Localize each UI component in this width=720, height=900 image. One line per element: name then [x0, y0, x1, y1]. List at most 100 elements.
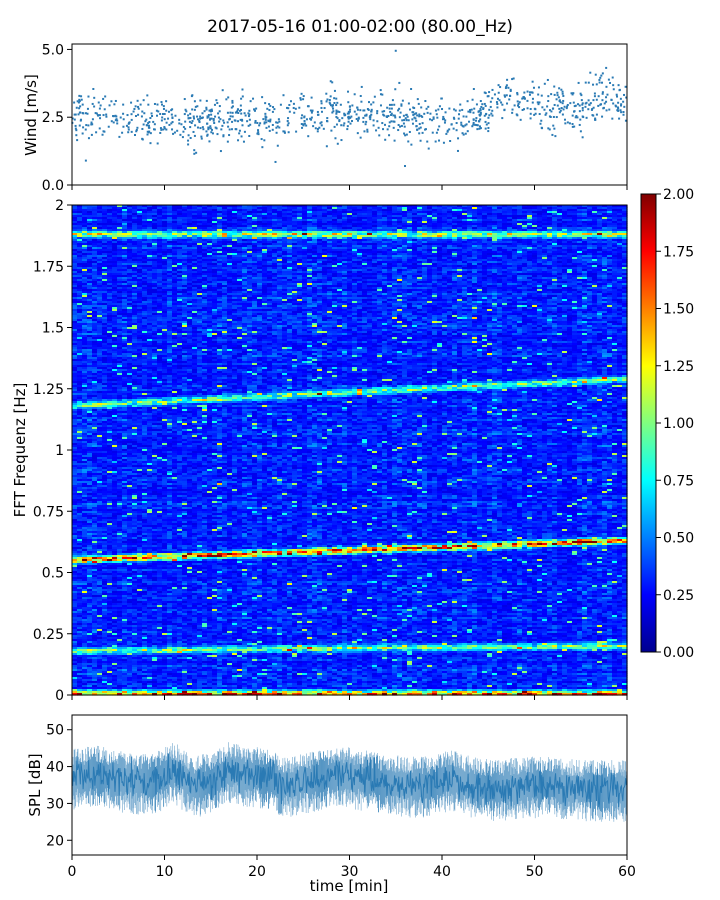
- spectrogram-cell: [517, 259, 523, 262]
- wind-point: [479, 127, 482, 130]
- spectrogram-cell: [552, 245, 558, 248]
- spectrogram-cell: [152, 255, 158, 258]
- spectrogram-cell: [332, 255, 338, 258]
- spectrogram-cell: [182, 211, 188, 214]
- wind-point: [472, 121, 475, 124]
- spectrogram-cell: [492, 239, 498, 242]
- wind-point: [259, 122, 262, 125]
- spectrogram-cell: [557, 211, 563, 214]
- spectrogram-cell: [172, 229, 178, 232]
- spectrogram-cell: [117, 255, 123, 258]
- spectrogram-cell: [417, 211, 423, 214]
- spectrogram-cell: [167, 257, 173, 260]
- spectrogram-cell: [357, 243, 363, 246]
- spectrogram-cell: [152, 225, 158, 228]
- spectrogram-cell: [342, 225, 348, 228]
- spectrogram-cell: [452, 233, 458, 236]
- wind-point: [347, 116, 350, 119]
- wind-point: [171, 121, 174, 124]
- wind-point: [127, 128, 130, 131]
- spectrogram-cell: [397, 263, 403, 266]
- wind-point: [578, 110, 581, 113]
- spectrogram-cell: [177, 229, 183, 232]
- spectrogram-cell: [517, 225, 523, 228]
- wind-point: [457, 117, 460, 120]
- spectrogram-cell: [192, 231, 198, 234]
- spectrogram-cell: [267, 215, 273, 218]
- wind-point: [483, 114, 486, 117]
- spectrogram-cell: [342, 263, 348, 266]
- spectrogram-cell: [387, 221, 393, 224]
- spectrogram-cell: [202, 235, 208, 238]
- wind-point: [189, 137, 192, 140]
- wind-point: [346, 125, 349, 128]
- spectrogram-cell: [367, 207, 373, 210]
- spectrogram-cell: [97, 251, 103, 254]
- spectrogram-cell: [372, 239, 378, 242]
- spectrogram-cell: [567, 227, 573, 230]
- spectrogram-cell: [217, 257, 223, 260]
- wind-point: [228, 128, 231, 131]
- spectrogram-cell: [192, 253, 198, 256]
- spectrogram-cell: [327, 245, 333, 248]
- spectrogram-cell: [287, 255, 293, 258]
- spectrogram-cell: [352, 245, 358, 248]
- spectrogram-cell: [552, 251, 558, 254]
- wind-point: [269, 118, 272, 121]
- spectrogram-cell: [497, 235, 503, 238]
- spectrogram-cell: [467, 213, 473, 216]
- spectrogram-cell: [97, 259, 103, 262]
- wind-point: [153, 128, 156, 131]
- spectrogram-cell: [302, 249, 308, 252]
- wind-point: [563, 105, 566, 108]
- spectrogram-cell: [587, 219, 593, 222]
- spectrogram-cell: [577, 229, 583, 232]
- spectrogram-cell: [337, 263, 343, 266]
- spectrogram-cell: [317, 243, 323, 246]
- spectrogram-cell: [122, 263, 128, 266]
- spectrogram-cell: [537, 211, 543, 214]
- wind-point: [132, 110, 135, 113]
- spectrogram-cell: [272, 227, 278, 230]
- wind-point: [146, 94, 149, 97]
- wind-point: [78, 100, 81, 103]
- spectrogram-cell: [532, 235, 538, 238]
- wind-point: [222, 119, 225, 122]
- spectrogram-cell: [242, 209, 248, 212]
- spectrogram-cell: [162, 217, 168, 220]
- spectrogram-cell: [472, 259, 478, 262]
- spectrogram-cell: [142, 221, 148, 224]
- spectrogram-cell: [252, 227, 258, 230]
- spectrogram-cell: [207, 227, 213, 230]
- spectrogram-cell: [362, 245, 368, 248]
- spectrogram-cell: [102, 205, 108, 208]
- spectrogram-cell: [72, 235, 78, 238]
- spectrogram-cell: [557, 245, 563, 248]
- spectrogram-cell: [242, 259, 248, 262]
- spectrogram-cell: [352, 205, 358, 208]
- spectrogram-cell: [187, 215, 193, 218]
- spectrogram-cell: [142, 217, 148, 220]
- spectrogram-cell: [337, 219, 343, 222]
- spectrogram-cell: [167, 223, 173, 226]
- spectrogram-cell: [322, 223, 328, 226]
- wind-point: [122, 118, 125, 121]
- spectrogram-cell: [617, 213, 623, 216]
- spectrogram-cell: [577, 213, 583, 216]
- spectrogram-cell: [582, 235, 588, 238]
- spectrogram-cell: [437, 207, 443, 210]
- spectrogram-cell: [477, 259, 483, 262]
- spectrogram-cell: [527, 219, 533, 222]
- spectrogram-cell: [197, 225, 203, 228]
- wind-point: [432, 116, 435, 119]
- spectrogram-cell: [247, 255, 253, 258]
- spectrogram-cell: [542, 213, 548, 216]
- spectrogram-cell: [307, 243, 313, 246]
- spectrogram-cell: [277, 251, 283, 254]
- spectrogram-cell: [242, 219, 248, 222]
- wind-point: [193, 117, 196, 120]
- spectrogram-cell: [347, 251, 353, 254]
- spectrogram-cell: [262, 215, 268, 218]
- spectrogram-cell: [117, 261, 123, 264]
- wind-point: [163, 118, 166, 121]
